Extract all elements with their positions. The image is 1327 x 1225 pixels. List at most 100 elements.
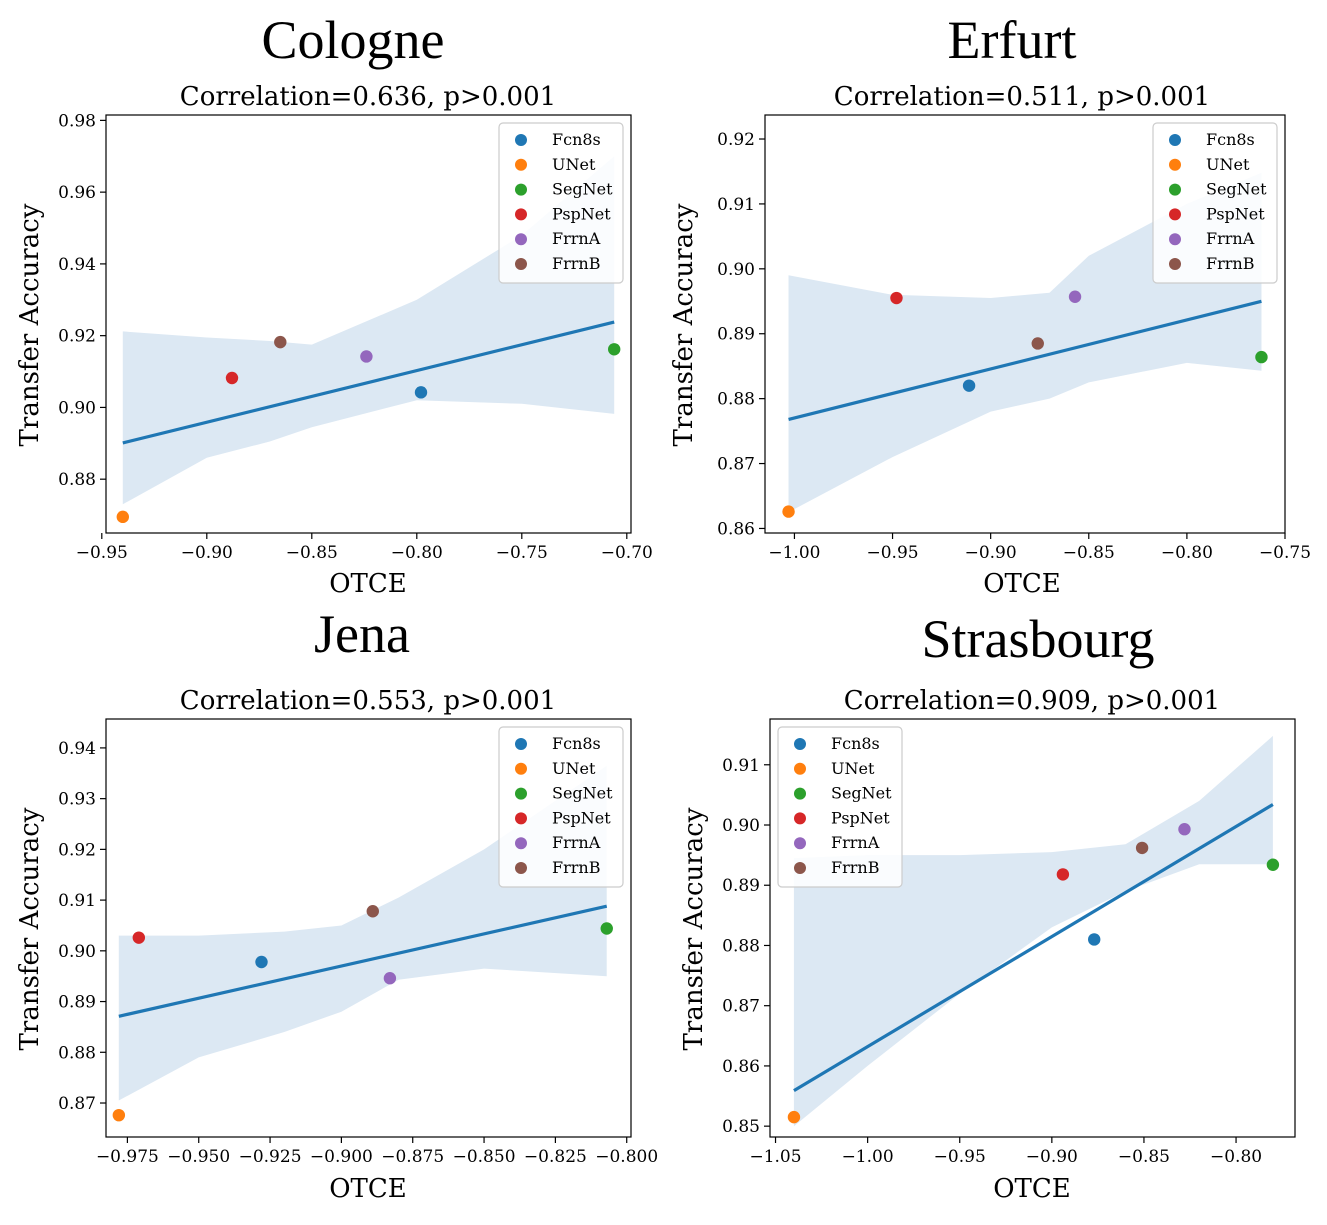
y-tick-label: 0.90 bbox=[58, 942, 96, 962]
y-axis-label: Transfer Accuracy bbox=[15, 807, 45, 1050]
y-tick-label: 0.90 bbox=[722, 816, 760, 836]
y-tick-label: 0.91 bbox=[58, 891, 96, 911]
data-point-fcn8s bbox=[962, 379, 976, 392]
y-tick-label: 0.88 bbox=[58, 470, 96, 490]
data-point-frrnb bbox=[274, 335, 287, 349]
x-tick-label: −1.00 bbox=[768, 543, 820, 563]
x-axis-label: OTCE bbox=[993, 1174, 1071, 1204]
legend-box bbox=[498, 726, 624, 888]
legend-marker-frrnb bbox=[515, 862, 527, 874]
legend-label-frrnb: FrrnB bbox=[552, 254, 600, 273]
legend-label-segnet: SegNet bbox=[552, 784, 613, 803]
legend-marker-frrna bbox=[794, 837, 806, 850]
legend-box bbox=[498, 122, 624, 284]
legend-box bbox=[777, 726, 903, 888]
x-tick-label: −0.800 bbox=[595, 1147, 658, 1167]
y-axis-label: Transfer Accuracy bbox=[15, 203, 45, 446]
legend-marker-fcn8s bbox=[515, 134, 527, 146]
data-point-unet bbox=[116, 510, 129, 524]
x-tick-label: −0.95 bbox=[866, 543, 918, 563]
data-point-unet bbox=[787, 1110, 801, 1124]
legend-label-pspnet: PspNet bbox=[1206, 204, 1265, 223]
chart-panel-cologne: Cologne Correlation=0.636, p>0.001 OTCE … bbox=[15, 10, 653, 599]
data-point-frrnb bbox=[1135, 841, 1149, 855]
y-tick-label: 0.90 bbox=[58, 398, 96, 418]
data-point-segnet bbox=[1255, 350, 1268, 364]
legend-label-frrna: FrrnA bbox=[552, 229, 601, 248]
y-tick-label: 0.87 bbox=[58, 1094, 96, 1114]
legend-marker-unet bbox=[515, 158, 527, 171]
x-tick-label: −0.85 bbox=[1063, 543, 1115, 563]
x-tick-label: −0.850 bbox=[453, 1147, 516, 1167]
city-title: Jena bbox=[314, 604, 410, 664]
chart-subtitle: Correlation=0.636, p>0.001 bbox=[180, 82, 556, 112]
legend-label-unet: UNet bbox=[552, 759, 596, 778]
legend-label-pspnet: PspNet bbox=[552, 204, 611, 223]
legend-label-fcn8s: Fcn8s bbox=[1206, 130, 1255, 149]
y-tick-label: 0.89 bbox=[717, 325, 755, 345]
legend-label-frrna: FrrnA bbox=[1206, 229, 1255, 248]
data-point-frrna bbox=[360, 350, 373, 363]
x-axis-label: OTCE bbox=[329, 1174, 407, 1204]
x-tick-label: −0.900 bbox=[310, 1147, 373, 1167]
legend: Fcn8s UNet SegNet PspNet FrrnA FrrnB bbox=[1152, 122, 1278, 284]
x-axis-label: OTCE bbox=[329, 569, 407, 599]
x-tick-label: −0.70 bbox=[601, 543, 653, 563]
y-axis-label: Transfer Accuracy bbox=[679, 807, 709, 1050]
y-tick-label: 0.88 bbox=[717, 390, 755, 410]
y-tick-label: 0.86 bbox=[722, 1057, 760, 1077]
regression-line bbox=[122, 320, 615, 445]
y-tick-label: 0.92 bbox=[58, 840, 96, 860]
chart-subtitle: Correlation=0.553, p>0.001 bbox=[180, 686, 556, 716]
legend-marker-pspnet bbox=[1169, 208, 1181, 221]
data-point-frrna bbox=[1178, 823, 1191, 836]
legend-marker-fcn8s bbox=[515, 738, 527, 750]
legend: Fcn8s UNet SegNet PspNet FrrnA FrrnB bbox=[777, 726, 903, 888]
legend-marker-frrnb bbox=[1169, 258, 1181, 270]
x-tick-label: −0.85 bbox=[1118, 1147, 1170, 1167]
data-point-pspnet bbox=[890, 291, 903, 305]
x-tick-label: −0.75 bbox=[1259, 543, 1311, 563]
regression-line bbox=[788, 299, 1262, 421]
legend-label-unet: UNet bbox=[552, 155, 596, 174]
plot-frame bbox=[105, 114, 632, 534]
chart-panel-jena: Jena Correlation=0.553, p>0.001 OTCE Tra… bbox=[15, 604, 658, 1204]
legend-label-fcn8s: Fcn8s bbox=[831, 734, 880, 753]
y-tick-label: 0.98 bbox=[58, 111, 96, 131]
legend-label-frrnb: FrrnB bbox=[552, 858, 600, 877]
x-tick-label: −0.90 bbox=[181, 543, 233, 563]
legend-marker-fcn8s bbox=[794, 738, 806, 750]
x-tick-label: −0.95 bbox=[934, 1147, 986, 1167]
y-tick-label: 0.88 bbox=[722, 936, 760, 956]
x-tick-label: −0.75 bbox=[496, 543, 548, 563]
y-tick-label: 0.96 bbox=[58, 183, 96, 203]
plot-area bbox=[116, 156, 621, 524]
y-tick-label: 0.91 bbox=[722, 756, 760, 776]
legend-label-segnet: SegNet bbox=[1206, 180, 1267, 199]
y-tick-label: 0.90 bbox=[717, 260, 755, 280]
data-point-fcn8s bbox=[414, 386, 428, 399]
legend-marker-frrnb bbox=[515, 258, 527, 270]
legend-marker-pspnet bbox=[515, 208, 527, 221]
legend-label-frrna: FrrnA bbox=[831, 833, 880, 852]
y-tick-label: 0.87 bbox=[717, 455, 755, 475]
y-tick-label: 0.87 bbox=[722, 997, 760, 1017]
regression-line bbox=[118, 904, 608, 1018]
x-tick-label: −0.875 bbox=[381, 1147, 444, 1167]
legend: Fcn8s UNet SegNet PspNet FrrnA FrrnB bbox=[498, 726, 624, 888]
legend-marker-segnet bbox=[515, 183, 527, 196]
legend-marker-unet bbox=[1169, 158, 1181, 171]
data-point-unet bbox=[112, 1108, 126, 1122]
city-title: Strasbourg bbox=[921, 609, 1154, 669]
legend-marker-unet bbox=[794, 762, 806, 775]
legend-marker-pspnet bbox=[794, 812, 806, 825]
y-tick-label: 0.89 bbox=[722, 876, 760, 896]
confidence-band bbox=[118, 765, 607, 1101]
legend-box bbox=[1152, 122, 1278, 284]
plot-frame bbox=[105, 718, 632, 1138]
plot-area bbox=[112, 765, 613, 1122]
y-tick-label: 0.88 bbox=[58, 1043, 96, 1063]
data-point-unet bbox=[782, 505, 795, 518]
x-tick-label: −0.90 bbox=[1026, 1147, 1078, 1167]
